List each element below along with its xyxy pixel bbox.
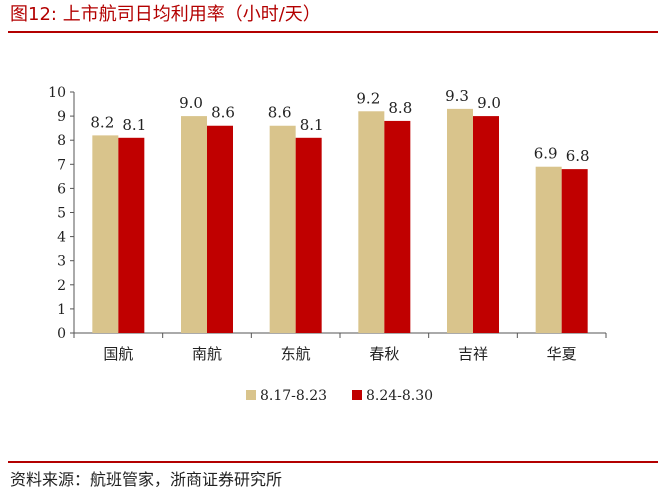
y-tick-label: 2 xyxy=(57,278,66,294)
y-tick-label: 4 xyxy=(57,230,66,246)
data-label: 9.2 xyxy=(356,89,380,107)
data-label: 8.1 xyxy=(122,116,146,134)
title-divider xyxy=(8,31,658,33)
bar xyxy=(181,116,207,333)
legend-label: 8.17-8.23 xyxy=(260,388,327,404)
data-label: 9.0 xyxy=(179,94,203,112)
data-label: 6.9 xyxy=(534,145,558,163)
y-tick-label: 9 xyxy=(57,109,66,125)
data-label: 8.6 xyxy=(211,104,235,122)
x-tick-label: 华夏 xyxy=(547,345,577,363)
source-note: 资料来源：航班管家，浙商证券研究所 xyxy=(10,470,283,489)
bar xyxy=(384,120,411,333)
legend-swatch xyxy=(246,390,256,400)
data-label: 8.6 xyxy=(268,104,292,122)
bar xyxy=(447,108,473,334)
y-tick-label: 1 xyxy=(57,302,66,318)
y-tick-label: 3 xyxy=(57,254,66,270)
x-tick-label: 南航 xyxy=(192,345,222,363)
figure-title: 图12: 上市航司日均利用率（小时/天） xyxy=(10,4,321,25)
x-tick-label: 国航 xyxy=(103,345,133,363)
x-tick-label: 吉祥 xyxy=(458,345,488,363)
data-label: 9.0 xyxy=(477,94,501,112)
x-tick-label: 春秋 xyxy=(369,345,399,363)
data-label: 9.3 xyxy=(445,87,469,105)
y-tick-label: 0 xyxy=(57,326,66,342)
bar xyxy=(358,111,385,333)
x-tick-label: 东航 xyxy=(281,345,311,363)
bar xyxy=(207,125,233,334)
y-tick-label: 7 xyxy=(57,157,66,173)
bar xyxy=(535,166,562,333)
bar xyxy=(473,116,499,333)
y-tick-label: 10 xyxy=(48,85,66,101)
data-label: 8.8 xyxy=(388,99,412,117)
bar xyxy=(269,125,296,334)
data-label: 8.2 xyxy=(90,113,114,131)
y-tick-label: 5 xyxy=(57,206,66,222)
bar xyxy=(118,137,145,333)
legend-swatch xyxy=(352,390,362,400)
bar xyxy=(561,169,588,333)
y-tick-label: 8 xyxy=(57,133,66,149)
bar xyxy=(92,135,119,333)
data-label: 8.1 xyxy=(300,116,324,134)
y-tick-label: 6 xyxy=(57,181,66,197)
legend-label: 8.24-8.30 xyxy=(366,388,433,404)
bar xyxy=(295,137,322,333)
data-label: 6.8 xyxy=(566,147,590,165)
source-divider xyxy=(8,461,658,463)
